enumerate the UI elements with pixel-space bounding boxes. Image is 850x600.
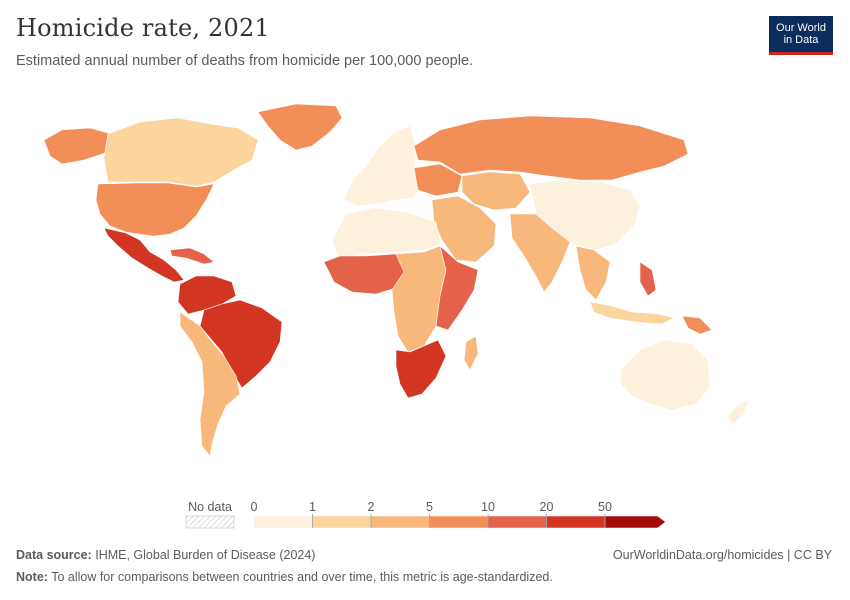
region-philippines[interactable] [639,261,657,297]
region-north-africa[interactable] [331,207,441,259]
legend-bin-2[interactable] [370,515,430,529]
data-source: Data source: IHME, Global Burden of Dise… [16,548,315,562]
region-canada[interactable] [103,117,259,187]
region-mexico-central-america[interactable] [103,227,185,283]
region-middle-east[interactable] [431,195,497,263]
legend-bin-6[interactable] [604,515,666,529]
note-text: To allow for comparisons between countri… [51,570,553,584]
legend-bins [253,515,666,529]
region-greenland[interactable] [257,103,343,151]
region-south-america-south[interactable] [179,311,241,457]
region-australia[interactable] [619,339,711,411]
legend-ticks: 0 1 2 5 10 20 50 [251,500,612,528]
legend-tick-5: 20 [540,500,554,514]
data-source-text: IHME, Global Burden of Disease (2024) [95,548,316,562]
legend-bin-5[interactable] [546,515,606,529]
chart-subtitle: Estimated annual number of deaths from h… [16,53,474,69]
region-sub-saharan-africa[interactable] [391,245,447,353]
legend-bin-3[interactable] [429,515,489,529]
region-southern-africa[interactable] [395,339,447,399]
region-europe[interactable] [343,125,423,207]
region-brazil[interactable] [199,299,283,389]
region-usa[interactable] [95,182,215,237]
region-eastern-europe[interactable] [413,163,463,197]
region-south-asia[interactable] [509,213,571,293]
legend-bin-1[interactable] [312,515,372,529]
legend-tick-6: 50 [598,500,612,514]
region-madagascar[interactable] [463,335,479,371]
legend-tick-1: 1 [309,500,316,514]
color-legend: No data 0 1 2 5 10 20 50 [185,500,666,529]
legend-tick-4: 10 [481,500,495,514]
region-caribbean[interactable] [169,247,215,265]
region-alaska[interactable] [43,127,113,165]
logo-line-1: Our World [776,22,826,34]
chart-title: Homicide rate, 2021 [16,14,270,42]
note-label: Note: [16,570,48,584]
data-source-label: Data source: [16,548,92,562]
region-central-asia[interactable] [461,171,531,211]
region-russia[interactable] [413,115,689,181]
region-papua-new-guinea[interactable] [681,315,713,335]
region-indonesia[interactable] [589,301,675,325]
legend-bin-0[interactable] [253,515,313,529]
legend-tick-2: 2 [368,500,375,514]
world-map[interactable] [0,90,850,490]
legend-tick-3: 5 [426,500,433,514]
credit-link[interactable]: OurWorldinData.org/homicides | CC BY [612,548,832,562]
chart-note: Note: To allow for comparisons between c… [16,570,553,584]
legend-tick-0: 0 [251,500,258,514]
legend-bin-4[interactable] [487,515,547,529]
logo-line-2: in Data [783,34,819,46]
region-east-africa[interactable] [435,245,479,331]
region-south-america-north[interactable] [177,275,237,315]
owid-logo[interactable]: Our World in Data [769,16,833,55]
legend-no-data-label: No data [188,500,232,514]
region-new-zealand[interactable] [727,399,749,425]
region-southeast-asia[interactable] [575,245,611,301]
legend-no-data-swatch [185,515,235,529]
